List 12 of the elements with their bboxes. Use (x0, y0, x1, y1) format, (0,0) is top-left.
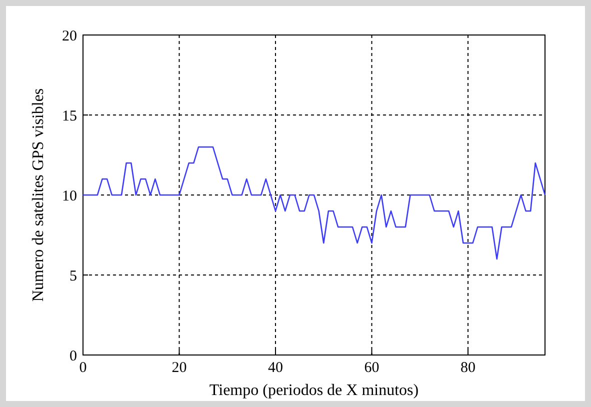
line-series (82, 146, 546, 260)
y-tick-label: 15 (62, 108, 77, 124)
x-tick-label: 80 (460, 360, 476, 376)
x-tick-label: 40 (268, 360, 283, 376)
y-tick-label: 20 (62, 28, 77, 44)
y-tick-label: 5 (70, 268, 77, 284)
x-tick-label: 60 (364, 360, 380, 376)
y-axis-title: Numero de satelites GPS visibles (30, 88, 47, 302)
y-tick-label: 10 (62, 188, 77, 204)
x-axis-title: Tiempo (periodos de X minutos) (209, 382, 419, 399)
y-tick-label: 0 (70, 348, 77, 364)
x-tick-label: 20 (172, 360, 187, 376)
